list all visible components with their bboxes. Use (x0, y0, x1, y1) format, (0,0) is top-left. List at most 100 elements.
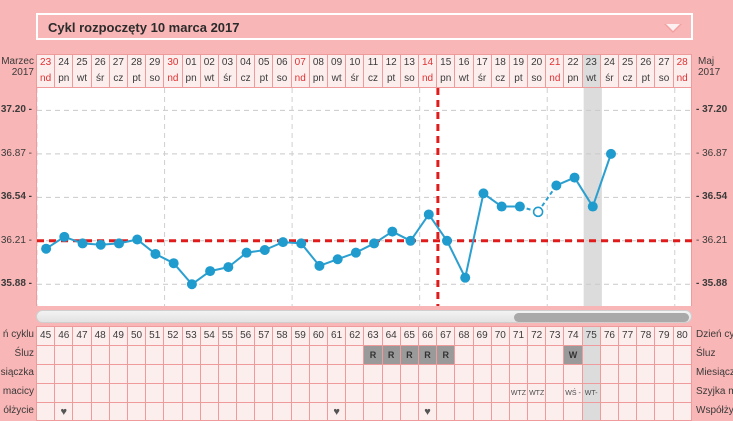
grid-cell[interactable] (164, 384, 183, 402)
cycle-day-number[interactable]: 52 (164, 327, 183, 345)
grid-cell[interactable] (382, 384, 401, 402)
grid-cell[interactable] (182, 384, 201, 402)
grid-cell[interactable] (127, 365, 147, 383)
cycle-day-number[interactable]: 51 (146, 327, 165, 345)
date-cell[interactable]: 22 pn (564, 55, 583, 88)
grid-cell[interactable] (364, 365, 383, 383)
grid-cell[interactable] (455, 365, 474, 383)
grid-cell[interactable] (273, 403, 292, 420)
grid-cell[interactable] (364, 403, 383, 420)
grid-cell[interactable] (146, 365, 165, 383)
grid-cell[interactable]: W (564, 346, 583, 364)
grid-cell[interactable] (73, 384, 92, 402)
cycle-day-number[interactable]: 76 (600, 327, 619, 345)
cycle-day-number[interactable]: 69 (473, 327, 492, 345)
grid-cell[interactable] (509, 365, 529, 383)
grid-cell[interactable] (91, 384, 110, 402)
date-cell[interactable]: 11 cz (364, 55, 383, 88)
grid-cell[interactable] (328, 346, 347, 364)
grid-cell[interactable] (473, 346, 492, 364)
grid-cell[interactable] (182, 403, 201, 420)
cycle-day-number[interactable]: 49 (109, 327, 128, 345)
grid-cell[interactable] (564, 403, 583, 420)
grid-cell[interactable] (291, 403, 310, 420)
date-cell[interactable]: 12 pt (382, 55, 401, 88)
date-cell[interactable]: 27 cz (109, 55, 128, 88)
grid-cell[interactable] (673, 384, 692, 402)
date-cell[interactable]: 19 pt (509, 55, 529, 88)
grid-cell[interactable] (255, 346, 274, 364)
date-cell[interactable]: 24 pn (55, 55, 74, 88)
date-cell[interactable]: 26 pt (637, 55, 656, 88)
grid-cell[interactable] (509, 346, 529, 364)
grid-cell[interactable] (273, 346, 292, 364)
grid-cell[interactable] (127, 346, 147, 364)
grid-cell[interactable] (655, 403, 674, 420)
grid-cell[interactable] (346, 403, 365, 420)
grid-cell[interactable] (455, 403, 474, 420)
grid-cell[interactable]: R (364, 346, 383, 364)
cycle-day-number[interactable]: 59 (291, 327, 310, 345)
grid-cell[interactable] (582, 346, 601, 364)
grid-cell[interactable]: ♥ (55, 403, 74, 420)
grid-cell[interactable] (182, 365, 201, 383)
grid-cell[interactable] (655, 346, 674, 364)
date-cell[interactable]: 06 so (273, 55, 292, 88)
grid-cell[interactable] (73, 346, 92, 364)
grid-cell[interactable] (582, 365, 601, 383)
grid-cell[interactable] (37, 365, 56, 383)
cycle-day-number[interactable]: 70 (491, 327, 510, 345)
horizontal-scrollbar[interactable] (36, 310, 692, 323)
grid-cell[interactable] (328, 384, 347, 402)
date-cell[interactable]: 03 śr (218, 55, 238, 88)
grid-cell[interactable] (37, 403, 56, 420)
grid-cell[interactable]: R (437, 346, 456, 364)
grid-cell[interactable] (164, 403, 183, 420)
grid-cell[interactable] (418, 365, 438, 383)
cycle-day-number[interactable]: 67 (437, 327, 456, 345)
grid-cell[interactable] (73, 403, 92, 420)
grid-cell[interactable] (673, 403, 692, 420)
cycle-day-number[interactable]: 80 (673, 327, 692, 345)
grid-cell[interactable] (218, 346, 238, 364)
grid-cell[interactable] (237, 365, 256, 383)
cycle-day-number[interactable]: 66 (418, 327, 438, 345)
grid-cell[interactable]: R (400, 346, 419, 364)
grid-cell[interactable] (218, 365, 238, 383)
grid-cell[interactable] (564, 365, 583, 383)
grid-cell[interactable] (619, 346, 638, 364)
grid-cell[interactable] (164, 346, 183, 364)
grid-cell[interactable] (382, 365, 401, 383)
grid-cell[interactable] (55, 365, 74, 383)
cycle-day-number[interactable]: 57 (255, 327, 274, 345)
grid-cell[interactable] (146, 384, 165, 402)
grid-cell[interactable] (600, 365, 619, 383)
cycle-day-number[interactable]: 48 (91, 327, 110, 345)
grid-cell[interactable] (619, 365, 638, 383)
date-cell[interactable]: 26 śr (91, 55, 110, 88)
grid-cell[interactable] (309, 384, 328, 402)
grid-cell[interactable]: R (418, 346, 438, 364)
grid-cell[interactable] (146, 403, 165, 420)
date-cell[interactable]: 10 śr (346, 55, 365, 88)
grid-cell[interactable] (637, 403, 656, 420)
cycle-day-number[interactable]: 64 (382, 327, 401, 345)
grid-cell[interactable] (91, 403, 110, 420)
grid-cell[interactable] (255, 403, 274, 420)
grid-cell[interactable] (546, 346, 565, 364)
date-cell[interactable]: 28 pt (127, 55, 147, 88)
cycle-day-number[interactable]: 68 (455, 327, 474, 345)
grid-cell[interactable] (218, 403, 238, 420)
grid-cell[interactable] (382, 403, 401, 420)
grid-cell[interactable] (237, 384, 256, 402)
grid-cell[interactable] (655, 365, 674, 383)
grid-cell[interactable] (273, 365, 292, 383)
grid-cell[interactable] (291, 384, 310, 402)
grid-cell[interactable] (73, 365, 92, 383)
date-cell[interactable]: 20 so (528, 55, 547, 88)
grid-cell[interactable] (109, 365, 128, 383)
grid-cell[interactable] (455, 384, 474, 402)
cycle-day-number[interactable]: 73 (546, 327, 565, 345)
grid-cell[interactable]: ♥ (328, 403, 347, 420)
date-cell[interactable]: 30 nd (164, 55, 183, 88)
